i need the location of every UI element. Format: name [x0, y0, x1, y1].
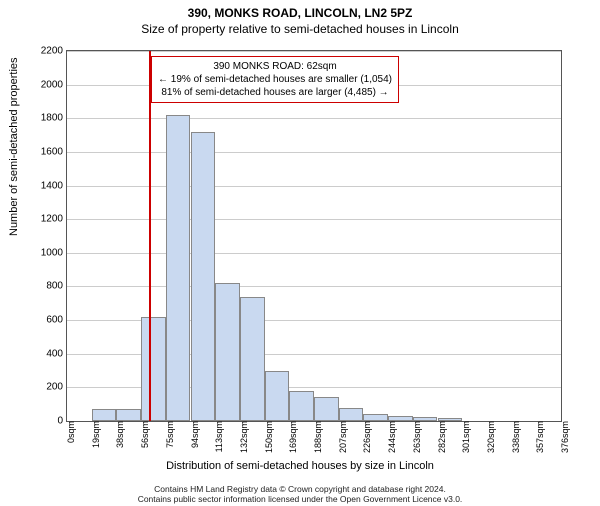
- footer-text: Contains HM Land Registry data © Crown c…: [0, 484, 600, 504]
- gridline: [67, 219, 561, 220]
- gridline: [67, 286, 561, 287]
- annotation-line: ← 19% of semi-detached houses are smalle…: [158, 73, 392, 86]
- gridline: [67, 186, 561, 187]
- y-tick: 1400: [41, 180, 67, 191]
- plot-area: 0200400600800100012001400160018002000220…: [66, 50, 562, 422]
- marker-line: [149, 51, 151, 421]
- x-tick: 113sqm: [212, 421, 224, 452]
- x-tick: 132sqm: [237, 421, 249, 453]
- x-tick: 301sqm: [459, 421, 471, 453]
- histogram-bar: [289, 391, 314, 421]
- x-tick: 38sqm: [113, 421, 125, 448]
- y-tick: 1200: [41, 214, 67, 225]
- x-tick: 226sqm: [360, 421, 372, 453]
- x-tick: 0sqm: [64, 421, 76, 443]
- chart-title-main: 390, MONKS ROAD, LINCOLN, LN2 5PZ: [0, 6, 600, 20]
- x-tick: 357sqm: [533, 421, 545, 453]
- gridline: [67, 152, 561, 153]
- annotation-line: 390 MONKS ROAD: 62sqm: [158, 60, 392, 73]
- x-tick: 320sqm: [484, 421, 496, 453]
- histogram-bar: [166, 115, 191, 421]
- footer-line2: Contains public sector information licen…: [0, 494, 600, 504]
- histogram-bar: [363, 414, 388, 421]
- histogram-bar: [265, 371, 290, 421]
- y-tick: 1000: [41, 247, 67, 258]
- x-tick: 282sqm: [435, 421, 447, 453]
- x-tick: 376sqm: [558, 421, 570, 453]
- histogram-bar: [116, 409, 141, 421]
- histogram-bar: [240, 297, 265, 421]
- annotation-line: 81% of semi-detached houses are larger (…: [158, 86, 392, 99]
- gridline: [67, 253, 561, 254]
- histogram-bar: [141, 317, 166, 421]
- histogram-bar: [314, 397, 339, 421]
- x-tick: 75sqm: [163, 421, 175, 448]
- x-tick: 169sqm: [286, 421, 298, 453]
- x-tick: 150sqm: [262, 421, 274, 453]
- y-tick: 2000: [41, 79, 67, 90]
- x-tick: 244sqm: [385, 421, 397, 453]
- y-tick: 800: [46, 281, 67, 292]
- y-tick: 1600: [41, 146, 67, 157]
- x-tick: 188sqm: [311, 421, 323, 453]
- y-tick: 2200: [41, 46, 67, 57]
- x-tick: 19sqm: [89, 421, 101, 448]
- x-tick: 263sqm: [410, 421, 422, 453]
- annotation-box: 390 MONKS ROAD: 62sqm← 19% of semi-detac…: [151, 56, 399, 103]
- x-tick: 207sqm: [336, 421, 348, 453]
- y-tick: 1800: [41, 113, 67, 124]
- y-tick: 400: [46, 348, 67, 359]
- histogram-bar: [215, 283, 240, 421]
- y-tick: 200: [46, 382, 67, 393]
- y-axis-label: Number of semi-detached properties: [8, 57, 20, 236]
- x-tick: 94sqm: [188, 421, 200, 448]
- y-tick: 600: [46, 315, 67, 326]
- histogram-bar: [191, 132, 216, 421]
- gridline: [67, 118, 561, 119]
- x-tick: 56sqm: [138, 421, 150, 448]
- histogram-bar: [339, 408, 364, 421]
- x-axis-label: Distribution of semi-detached houses by …: [0, 460, 600, 472]
- gridline: [67, 51, 561, 52]
- histogram-bar: [92, 409, 117, 421]
- x-tick: 338sqm: [509, 421, 521, 453]
- chart-title-sub: Size of property relative to semi-detach…: [0, 22, 600, 36]
- chart-container: 390, MONKS ROAD, LINCOLN, LN2 5PZ Size o…: [0, 6, 600, 506]
- footer-line1: Contains HM Land Registry data © Crown c…: [0, 484, 600, 494]
